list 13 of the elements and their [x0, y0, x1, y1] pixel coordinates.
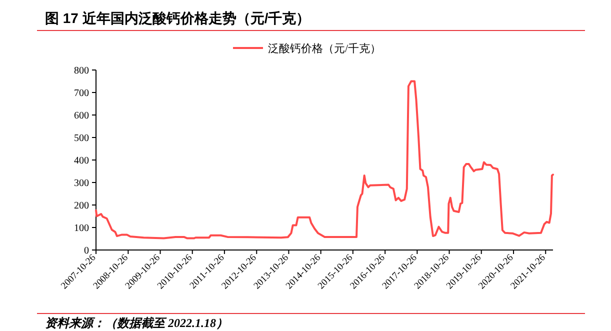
- y-tick-label: 0: [84, 246, 89, 256]
- legend-label: 泛酸钙价格（元/千克）: [268, 42, 382, 55]
- y-tick-label: 400: [74, 156, 89, 166]
- y-tick-label: 200: [74, 200, 89, 212]
- y-tick-label: 700: [74, 88, 89, 99]
- y-tick-label: 500: [74, 133, 89, 144]
- text: 资料来源：（数据截至 2022.1.18）: [45, 316, 228, 330]
- y-tick-label: 300: [74, 178, 89, 189]
- y-tick-label: 600: [74, 110, 89, 122]
- chart-title: 图 17 近年国内泛酸钙价格走势（元/千克）: [45, 10, 310, 26]
- y-tick-label: 800: [74, 66, 89, 76]
- legend: 泛酸钙价格（元/千克）: [233, 43, 382, 55]
- y-tick-label: 100: [74, 223, 89, 234]
